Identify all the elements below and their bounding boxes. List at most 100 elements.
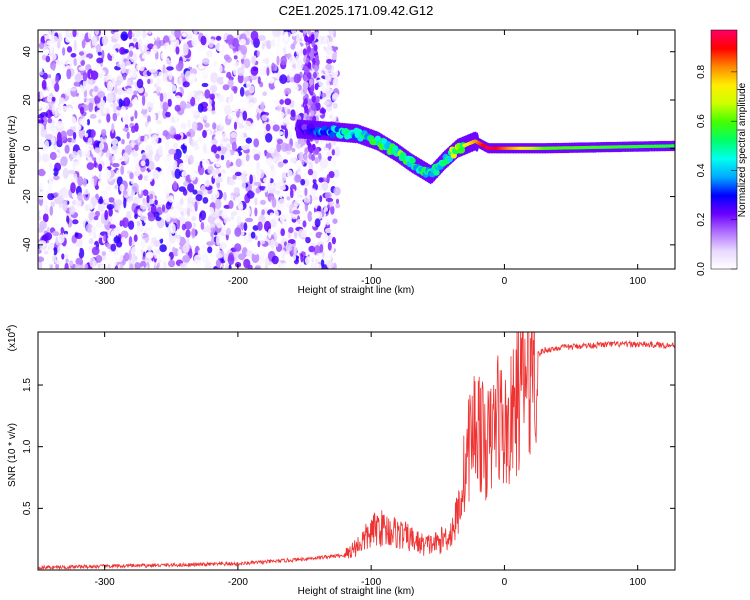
- heatmap-noise-cell: [284, 143, 293, 151]
- heatmap-noise-cell: [314, 218, 321, 228]
- heatmap-noise-cell: [100, 190, 108, 199]
- heatmap-noise-cell: [68, 260, 74, 267]
- heatmap-noise-cell: [264, 187, 268, 193]
- heatmap-noise-cell: [213, 60, 217, 67]
- heatmap-noise-cell: [249, 174, 253, 185]
- heatmap-noise-cell: [287, 53, 292, 58]
- heatmap-noise-cell: [165, 111, 171, 118]
- heatmap-noise-cell: [64, 262, 69, 269]
- heatmap-noise-cell: [307, 210, 313, 222]
- heatmap-noise-cell: [208, 42, 214, 48]
- heatmap-noise-cell: [287, 169, 293, 179]
- heatmap-noise-cell: [249, 74, 258, 81]
- heatmap-x-label: Height of straight line (km): [298, 285, 415, 296]
- heatmap-noise-cell: [250, 30, 259, 41]
- heatmap-noise-cell: [153, 240, 161, 248]
- heatmap-noise-cell: [326, 174, 330, 184]
- heatmap-noise-cell: [91, 246, 100, 256]
- heatmap-noise-cell: [111, 54, 117, 64]
- heatmap-noise-cell: [281, 172, 287, 182]
- heatmap-noise-cell: [81, 38, 86, 49]
- heatmap-y-tick-label: -20: [22, 189, 33, 204]
- heatmap-noise-cell: [84, 132, 89, 138]
- heatmap-noise-cell: [179, 216, 185, 224]
- heatmap-noise-cell: [331, 51, 338, 61]
- heatmap-noise-cell: [248, 237, 253, 243]
- heatmap-noise-cell: [201, 82, 209, 88]
- heatmap-noise-cell: [172, 246, 176, 253]
- heatmap-noise-cell: [197, 103, 204, 113]
- heatmap-noise-cell: [66, 68, 72, 80]
- heatmap-noise-cell: [271, 62, 276, 71]
- heatmap-noise-cell: [80, 59, 85, 66]
- heatmap-noise-cell: [204, 89, 211, 99]
- heatmap-noise-cell: [42, 72, 48, 80]
- heatmap-noise-cell: [133, 234, 138, 242]
- heatmap-noise-cell: [296, 242, 302, 252]
- heatmap-noise-cell: [74, 96, 80, 106]
- heatmap-noise-cell: [62, 167, 69, 179]
- heatmap-noise-cell: [72, 219, 79, 225]
- heatmap-ridge-cell: [433, 169, 440, 176]
- heatmap-noise-cell: [328, 30, 335, 36]
- heatmap-noise-cell: [146, 101, 154, 112]
- heatmap-noise-cell: [109, 49, 117, 57]
- heatmap-noise-cell: [133, 90, 138, 96]
- heatmap-noise-cell: [230, 194, 234, 200]
- heatmap-noise-cell: [246, 250, 254, 257]
- heatmap-noise-cell: [278, 198, 287, 208]
- heatmap-noise-cell: [126, 131, 130, 139]
- heatmap-noise-cell: [290, 188, 294, 199]
- heatmap-noise-cell: [264, 57, 270, 65]
- heatmap-noise-cell: [215, 35, 222, 41]
- heatmap-noise-cell: [280, 55, 288, 66]
- heatmap-noise-cell: [174, 168, 181, 179]
- heatmap-noise-cell: [162, 72, 167, 82]
- heatmap-noise-cell: [201, 44, 206, 52]
- heatmap-noise-cell: [182, 255, 191, 263]
- heatmap-noise-cell: [245, 207, 251, 217]
- heatmap-x-tick-label: -200: [228, 276, 248, 287]
- heatmap-noise-cell: [192, 189, 198, 195]
- heatmap-noise-cell: [147, 150, 154, 157]
- heatmap-noise-cell: [93, 216, 99, 221]
- heatmap-noise-cell: [62, 201, 68, 212]
- heatmap-noise-cell: [291, 30, 297, 34]
- heatmap-noise-cell: [196, 233, 200, 242]
- heatmap-noise-cell: [166, 239, 172, 250]
- heatmap-noise-cell: [278, 156, 284, 162]
- heatmap-noise-cell: [294, 174, 302, 183]
- heatmap-noise-cell: [186, 131, 192, 137]
- heatmap-noise-cell: [294, 199, 300, 207]
- heatmap-noise-cell: [205, 224, 211, 233]
- heatmap-noise-cell: [78, 66, 86, 71]
- heatmap-y-ticks: -40 -20 0 20 40: [22, 46, 675, 252]
- colorbar-gradient: [710, 29, 738, 270]
- heatmap-noise-cell: [107, 263, 111, 269]
- heatmap-noise-cell: [106, 203, 115, 210]
- heatmap-noise-cell: [330, 205, 335, 215]
- heatmap-noise-cell: [124, 114, 129, 125]
- heatmap-noise-cell: [198, 137, 203, 142]
- heatmap-noise-cell: [303, 98, 308, 105]
- heatmap-noise-cell: [314, 156, 319, 164]
- heatmap-noise-cell: [144, 121, 149, 128]
- heatmap-noise-cell: [263, 163, 268, 168]
- heatmap-noise-cell: [249, 150, 254, 158]
- heatmap-noise-cell: [138, 102, 143, 112]
- heatmap-noise-cell: [230, 111, 236, 119]
- heatmap-noise-cell: [91, 219, 96, 226]
- heatmap-noise-cell: [50, 201, 55, 208]
- heatmap-noise-cell: [221, 224, 225, 233]
- heatmap-noise-cell: [325, 197, 334, 202]
- heatmap-noise-cell: [89, 257, 96, 268]
- heatmap-noise-cell: [68, 116, 77, 127]
- heatmap-noise-cell: [61, 253, 65, 260]
- heatmap-noise-cell: [57, 40, 61, 49]
- heatmap-noise-cell: [84, 57, 90, 62]
- heatmap-noise-cell: [334, 146, 341, 158]
- heatmap-noise-cell: [70, 53, 77, 58]
- heatmap-noise-cell: [46, 259, 55, 265]
- heatmap-noise-cell: [271, 255, 279, 265]
- heatmap-noise-cell: [98, 163, 103, 172]
